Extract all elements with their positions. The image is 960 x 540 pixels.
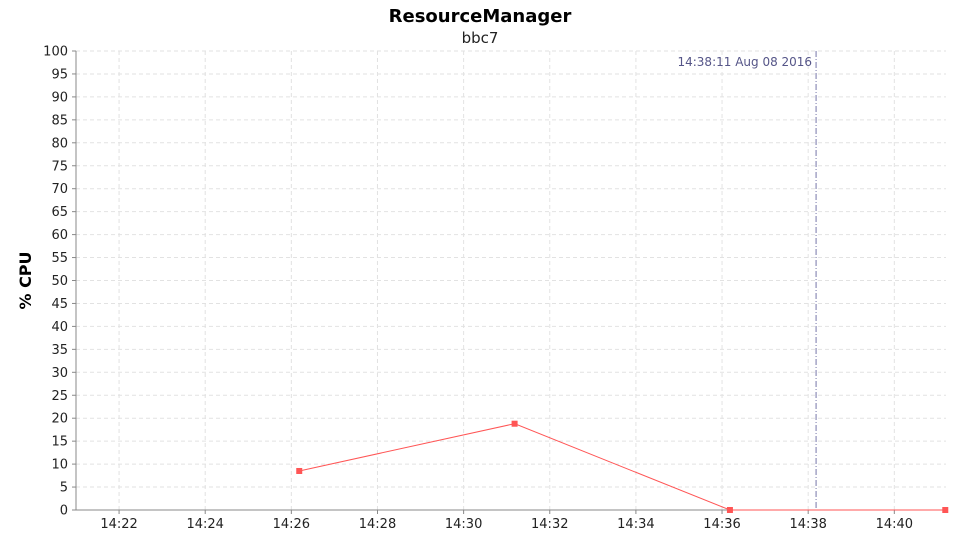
x-tick-label: 14:38 [789,517,826,532]
x-tick-label: 14:30 [445,517,482,532]
y-tick-label: 90 [51,90,68,105]
y-tick-label: 65 [51,205,68,220]
y-tick-label: 50 [51,274,68,289]
y-tick-label: 45 [51,297,68,312]
y-tick-label: 35 [51,343,68,358]
y-tick-label: 15 [51,435,68,450]
y-tick-label: 30 [51,366,68,381]
series-line [299,423,946,511]
y-tick-label: 75 [51,159,68,174]
x-tick-label: 14:34 [617,517,654,532]
y-tick-label: 25 [51,389,68,404]
y-tick-label: 20 [51,412,68,427]
y-tick-label: 85 [51,113,68,128]
x-tick-label: 14:22 [100,517,137,532]
x-tick-label: 14:32 [531,517,568,532]
y-axis-label: % CPU [16,251,35,309]
y-tick-label: 0 [60,504,68,519]
y-tick-label: 95 [51,67,68,82]
x-tick-label: 14:36 [703,517,740,532]
y-tick-label: 10 [51,458,68,473]
x-tick-label: 14:28 [359,517,396,532]
y-tick-label: 60 [51,228,68,243]
x-tick-label: 14:24 [186,517,223,532]
chart-title: ResourceManager [388,6,572,27]
y-tick-label: 80 [51,136,68,151]
y-tick-label: 100 [43,45,68,60]
y-tick-label: 70 [51,182,68,197]
time-marker-label: 14:38:11 Aug 08 2016 [677,55,812,69]
x-tick-label: 14:40 [876,517,913,532]
data-point [726,507,733,513]
x-tick-label: 14:26 [273,517,310,532]
y-tick-label: 5 [60,481,68,496]
y-tick-label: 40 [51,320,68,335]
chart-subtitle: bbc7 [461,29,499,47]
y-tick-label: 55 [51,251,68,266]
data-point [942,507,949,513]
data-point [296,467,303,474]
data-point [511,420,518,427]
